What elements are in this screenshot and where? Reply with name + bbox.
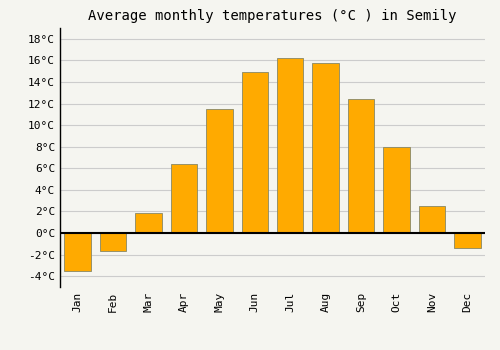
Bar	[418, 206, 445, 233]
Bar	[100, 233, 126, 251]
Bar	[206, 109, 233, 233]
Bar	[348, 99, 374, 233]
Bar	[277, 58, 303, 233]
Bar	[170, 164, 197, 233]
Bar	[242, 72, 268, 233]
Bar	[454, 233, 480, 248]
Bar	[312, 63, 339, 233]
Bar	[64, 233, 91, 271]
Bar	[136, 212, 162, 233]
Bar	[383, 147, 409, 233]
Title: Average monthly temperatures (°C ) in Semily: Average monthly temperatures (°C ) in Se…	[88, 9, 457, 23]
